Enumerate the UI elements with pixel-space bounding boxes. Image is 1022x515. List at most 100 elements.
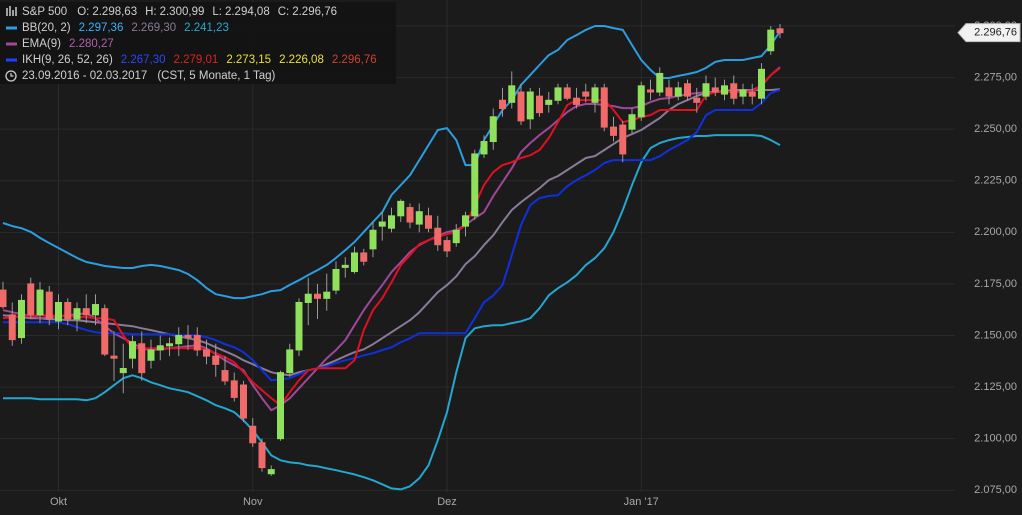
legend-name: IKH(9, 26, 52, 26) (22, 54, 113, 66)
candle-body (64, 301, 72, 320)
candle-body (526, 91, 534, 120)
candle-body (425, 215, 432, 229)
legend-name: EMA(9) (22, 38, 61, 50)
candle-body (758, 68, 765, 99)
candle-body (240, 384, 247, 419)
y-tick-label: 2.100,00 (974, 433, 1017, 445)
legend-reading: 2.273,15 (226, 54, 271, 66)
candle-body (637, 85, 645, 118)
candle-body (138, 343, 146, 374)
symbol-icon (6, 6, 17, 16)
candle-body (573, 97, 580, 105)
y-tick-label: 2.150,00 (974, 329, 1017, 341)
candle-body (166, 343, 173, 347)
candle-body (147, 349, 155, 361)
candle-body (332, 268, 340, 291)
candle-body (110, 355, 118, 359)
candle-body (156, 345, 164, 351)
legend-reading: 2.226,08 (279, 54, 324, 66)
candle-body (304, 293, 312, 303)
plot-area (0, 23, 784, 491)
candle-body (119, 368, 127, 374)
candle-body (230, 380, 238, 398)
legend-reading: 2.279,01 (174, 54, 219, 66)
symbol: S&P 500 (22, 6, 67, 18)
candle-body (18, 299, 25, 339)
clock-icon (5, 70, 17, 82)
candle-body (175, 334, 183, 345)
candle-body (628, 114, 636, 130)
date-range: 23.09.2016 - 02.03.2017 (22, 70, 147, 82)
y-tick-label: 2.125,00 (974, 381, 1017, 393)
ohlc-value: 2.294,08 (225, 6, 270, 18)
ohlc-key: O: (77, 6, 89, 18)
y-tick-label: 2.250,00 (974, 123, 1017, 135)
legend-reading: 2.267,30 (121, 54, 166, 66)
candle-body (314, 293, 321, 299)
candle-body (748, 91, 756, 97)
x-tick-label: Jan '17 (624, 496, 659, 508)
indicator-line (3, 89, 781, 382)
legend: S&P 500 O: 2.298,63 H: 2.300,99 L: 2.294,08 C: 2… (0, 2, 396, 84)
candle-body (258, 442, 266, 469)
candle-body (45, 291, 53, 320)
candle-body (776, 28, 784, 34)
candle-body (415, 211, 423, 225)
candle-body (129, 341, 136, 359)
candle-body (554, 87, 562, 101)
candle-body (647, 89, 654, 93)
y-tick-label: 2.175,00 (974, 278, 1017, 290)
candle-body (360, 252, 368, 262)
legend-reading: 2.241,23 (184, 22, 229, 34)
legend-reading: 2.297,36 (79, 22, 124, 34)
candle-body (499, 99, 506, 110)
candle-body (730, 83, 738, 99)
candle-body (508, 85, 516, 103)
candle-body (767, 29, 775, 52)
candle-body (591, 87, 599, 103)
candle-body (369, 229, 377, 250)
candle-body (341, 264, 349, 268)
legend-reading: 2.269,30 (131, 22, 176, 34)
candle-body (600, 87, 608, 128)
ohlc-value: 2.298,63 (92, 6, 137, 18)
candle-body (536, 95, 543, 114)
legend-reading: 2.296,76 (332, 54, 377, 66)
candle-body (452, 229, 460, 244)
y-tick-label: 2.225,00 (974, 175, 1017, 187)
candle-body (323, 291, 331, 299)
axis: 2.075,00 2.100,00 2.125,00 2.150,00 2.175,00… (50, 20, 1021, 508)
candle-body (36, 289, 44, 316)
candle-body (619, 124, 627, 155)
candle-body (656, 72, 664, 93)
last-value-label: 2.296,76 (974, 27, 1017, 39)
candle-body (249, 425, 257, 444)
candle-body (739, 89, 747, 97)
candle-body (489, 116, 497, 143)
candle-body (711, 87, 719, 93)
y-tick-label: 2.200,00 (974, 226, 1017, 238)
candle-body (406, 207, 414, 223)
candle-body (101, 308, 109, 355)
candle-body (684, 83, 691, 97)
candle-body (702, 83, 710, 97)
candle-body (610, 126, 617, 136)
candle-body (471, 153, 479, 217)
candle-body (203, 349, 210, 357)
indicator-line (2, 88, 781, 377)
candle-body (193, 334, 201, 351)
range-info: (CST, 5 Monate, 1 Tag) (157, 70, 275, 82)
candle-body (665, 87, 673, 97)
legend-background (0, 2, 396, 84)
candle-body (721, 85, 728, 95)
ohlc-value: 2.300,99 (160, 6, 205, 18)
candle-body (462, 215, 469, 227)
candle-body (582, 91, 590, 97)
candle-body (92, 304, 99, 316)
candle-body (184, 334, 192, 339)
x-tick-label: Nov (243, 496, 263, 508)
candle-body (212, 355, 220, 365)
candle-body (221, 370, 229, 382)
